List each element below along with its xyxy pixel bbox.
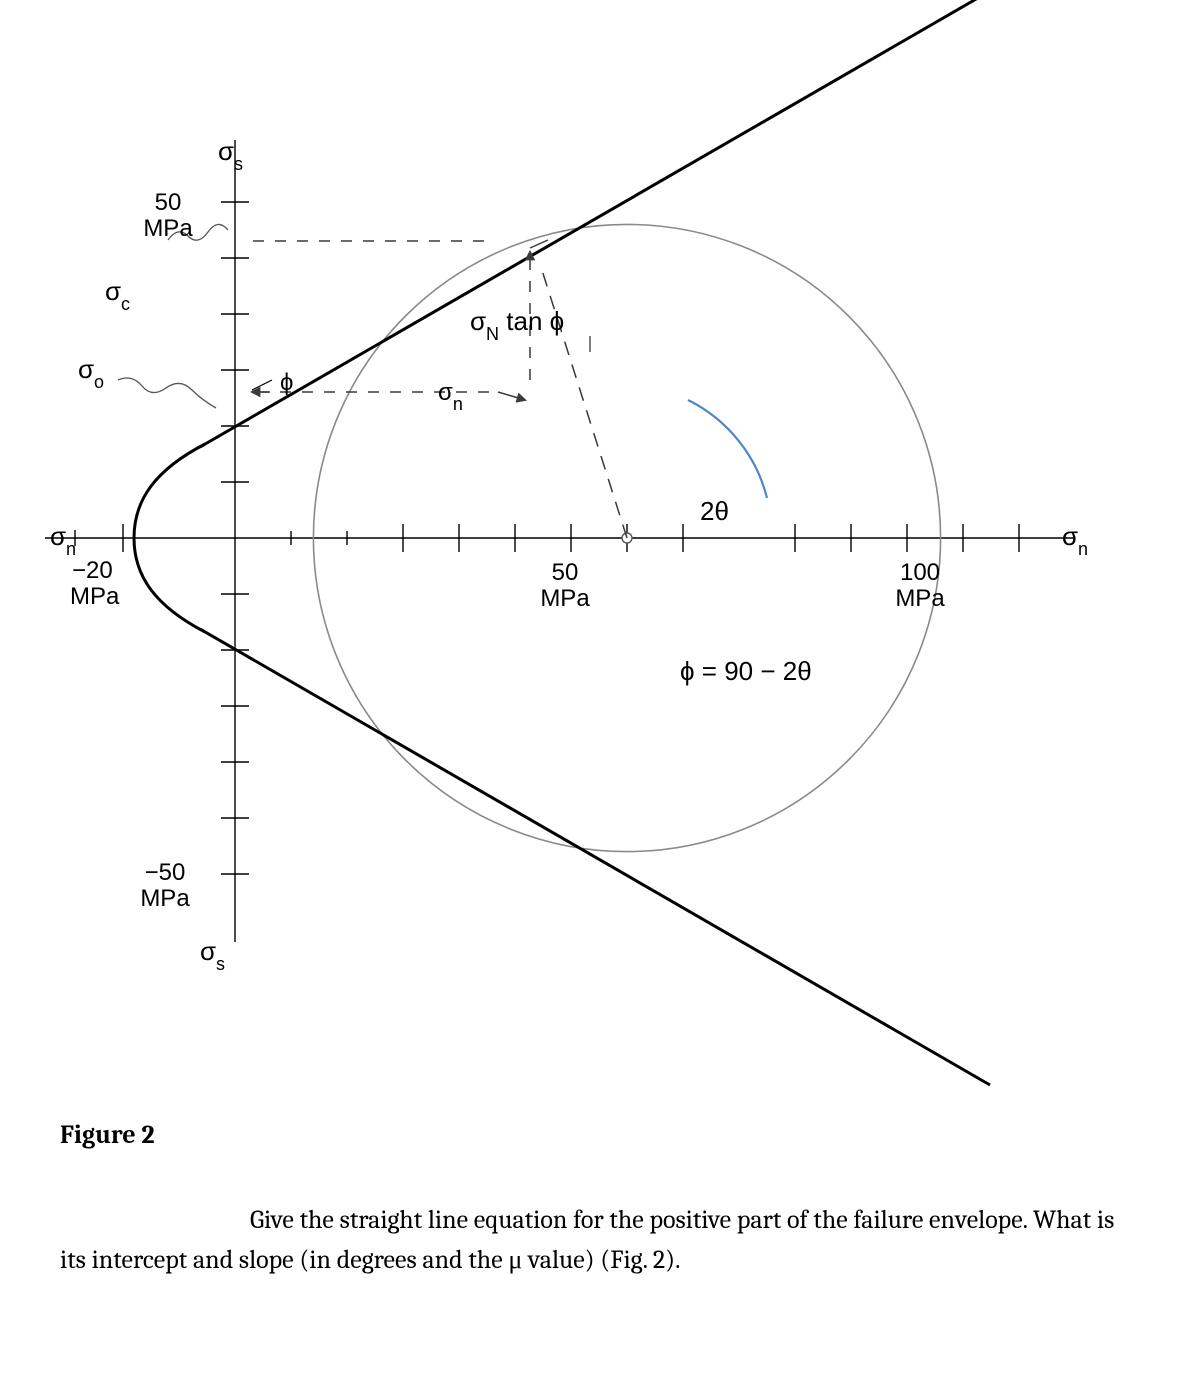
ytick-neg50-unit: MPa xyxy=(140,885,190,912)
x-axis-label-right: σn xyxy=(1062,521,1088,559)
angle-2theta-arc xyxy=(688,400,767,498)
ytick-neg50-value: −50 xyxy=(145,859,186,886)
figure-label: Figure 2 xyxy=(60,1120,155,1150)
xtick-100-value: 100 xyxy=(900,559,940,586)
question-text: Give the straight line equation for the … xyxy=(60,1200,1140,1281)
ytick-50-unit: MPa xyxy=(143,215,193,242)
y-axis-label-bottom: σs xyxy=(200,936,225,974)
xtick-neg20-unit: MPa xyxy=(70,583,120,610)
envelope-upper-line xyxy=(200,0,990,447)
squiggle-sigma0 xyxy=(118,378,216,408)
sigmaN-tan-phi-label: σN tan ϕ xyxy=(470,306,564,344)
phi-relation-label: ϕ = 90 − 2θ xyxy=(680,656,812,686)
sigmaC-label: σc xyxy=(105,276,130,314)
mohr-diagram: σs σs 50 MPa −50 MPa σn −20 MPa 50 MPa 1… xyxy=(0,0,1200,1100)
phi-marker xyxy=(252,380,272,390)
ytick-50-value: 50 xyxy=(155,189,182,216)
page: σs σs 50 MPa −50 MPa σn −20 MPa 50 MPa 1… xyxy=(0,0,1200,1382)
phi-label: ϕ xyxy=(280,369,293,396)
x-axis-label-left: σn xyxy=(50,521,76,559)
sigma0-label: σo xyxy=(78,354,104,392)
xtick-neg20-value: −20 xyxy=(72,557,113,584)
envelope-lower-line xyxy=(200,629,990,1085)
angle-2theta-label: 2θ xyxy=(700,496,729,526)
xtick-50-value: 50 xyxy=(552,559,579,586)
xtick-50-unit: MPa xyxy=(540,585,590,612)
sigma-n-arrow-label: σn xyxy=(438,379,463,414)
y-axis-label-top: σs xyxy=(218,136,243,174)
xtick-100-unit: MPa xyxy=(895,585,945,612)
